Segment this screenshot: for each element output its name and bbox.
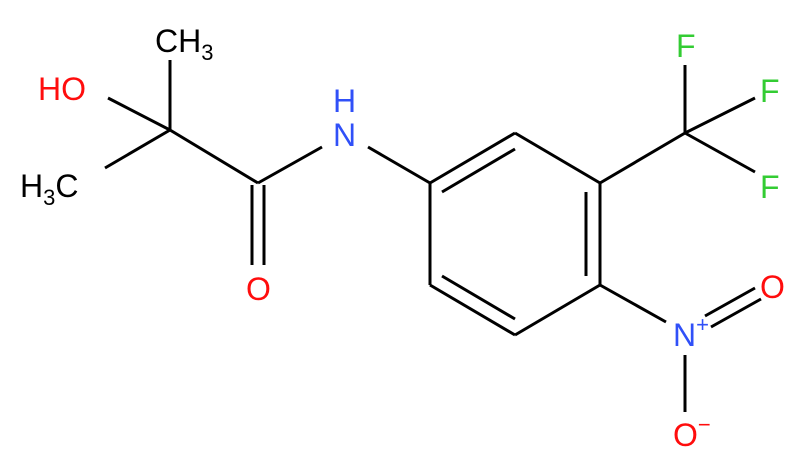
atom-label: O−	[673, 412, 711, 453]
atom-label: F	[760, 73, 780, 109]
label-part: CH	[155, 23, 201, 59]
atom-label: N+	[673, 312, 709, 353]
atom-label: H	[333, 83, 356, 119]
atom-label: CH3	[155, 23, 213, 65]
atom-label: HO	[38, 71, 86, 107]
label-part: 3	[201, 40, 213, 65]
label-part: H	[20, 168, 43, 204]
atom-label: H3C	[20, 168, 78, 210]
label-part: +	[696, 312, 709, 337]
label-part: −	[698, 412, 711, 437]
bonds	[104, 60, 762, 412]
label-part: 3	[43, 185, 55, 210]
atom-label: O	[246, 271, 271, 307]
atom-label: O	[760, 269, 785, 305]
atom-label: N	[333, 117, 356, 153]
atom-label: F	[760, 169, 780, 205]
atom-label: F	[676, 28, 696, 64]
label-part: O	[673, 417, 698, 453]
atom-labels: CH3 HO H3C O H N F F F N+ O O−	[20, 23, 785, 453]
label-part: N	[673, 317, 696, 353]
label-part: C	[55, 168, 78, 204]
